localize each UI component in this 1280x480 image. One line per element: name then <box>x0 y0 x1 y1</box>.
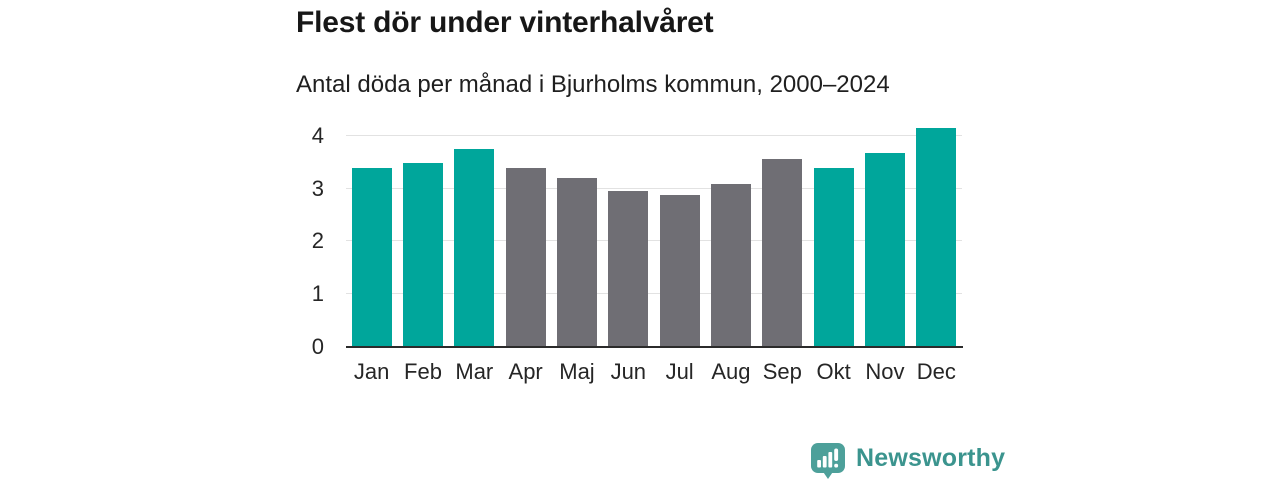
bar-sep <box>762 159 803 347</box>
x-tick-label: Dec <box>916 359 956 384</box>
chart-subtitle: Antal döda per månad i Bjurholms kommun,… <box>296 71 890 98</box>
x-tick-label: Nov <box>865 359 905 384</box>
bar-jan <box>351 167 392 347</box>
bar-slot <box>757 120 808 347</box>
bar-slot <box>654 120 705 347</box>
plot-area <box>346 120 962 347</box>
x-tick-label: Jun <box>610 359 647 384</box>
newsworthy-logo-icon <box>811 443 845 479</box>
bar-slot <box>808 120 859 347</box>
bar-slot <box>449 120 500 347</box>
y-tick-label: 1 <box>311 281 324 307</box>
bar-slot <box>551 120 602 347</box>
y-tick-label: 3 <box>311 175 324 201</box>
x-tick-label: Okt <box>816 359 851 384</box>
bar-slot <box>603 120 654 347</box>
y-tick-label: 0 <box>311 334 324 359</box>
bar-feb <box>402 163 443 347</box>
bar-nov <box>864 152 905 347</box>
gridline <box>346 187 962 189</box>
x-tick-label: Aug <box>711 359 751 384</box>
x-tick-label: Sep <box>762 359 802 384</box>
x-tick-label: Jul <box>665 359 694 384</box>
x-tick-label: Maj <box>559 359 595 384</box>
newsworthy-logo: Newsworthy <box>810 442 1005 480</box>
bar-slot <box>500 120 551 347</box>
bar-dec <box>916 127 957 347</box>
bars <box>346 120 962 347</box>
newsworthy-logo-text: Newsworthy <box>856 444 1006 472</box>
y-tick-label: 4 <box>311 122 324 148</box>
bar-mar <box>454 148 495 347</box>
gridline <box>346 240 962 242</box>
bar-jul <box>659 194 700 347</box>
y-tick-label: 2 <box>311 228 324 254</box>
bar-okt <box>813 167 854 347</box>
bar-slot <box>346 120 397 347</box>
bar-slot <box>397 120 448 347</box>
bar-aug <box>710 184 751 347</box>
x-axis-line <box>346 346 963 348</box>
x-tick-label: Feb <box>404 359 442 384</box>
x-axis-labels: Jan Feb Mar Apr Maj Jun Jul Aug Sep Okt Nov Dec <box>346 358 962 386</box>
y-axis-labels: 0 1 2 3 4 <box>262 120 334 357</box>
x-tick-label: Mar <box>455 359 494 384</box>
x-tick-label: Apr <box>508 359 543 384</box>
gridline <box>346 134 962 136</box>
bar-jun <box>608 191 649 347</box>
gridline <box>346 293 962 295</box>
bar-slot <box>705 120 756 347</box>
bar-maj <box>556 178 597 347</box>
x-tick-label: Jan <box>353 359 390 384</box>
bar-slot <box>911 120 962 347</box>
bar-slot <box>859 120 910 347</box>
bar-apr <box>505 167 546 347</box>
chart-title: Flest dör under vinterhalvåret <box>296 6 714 39</box>
